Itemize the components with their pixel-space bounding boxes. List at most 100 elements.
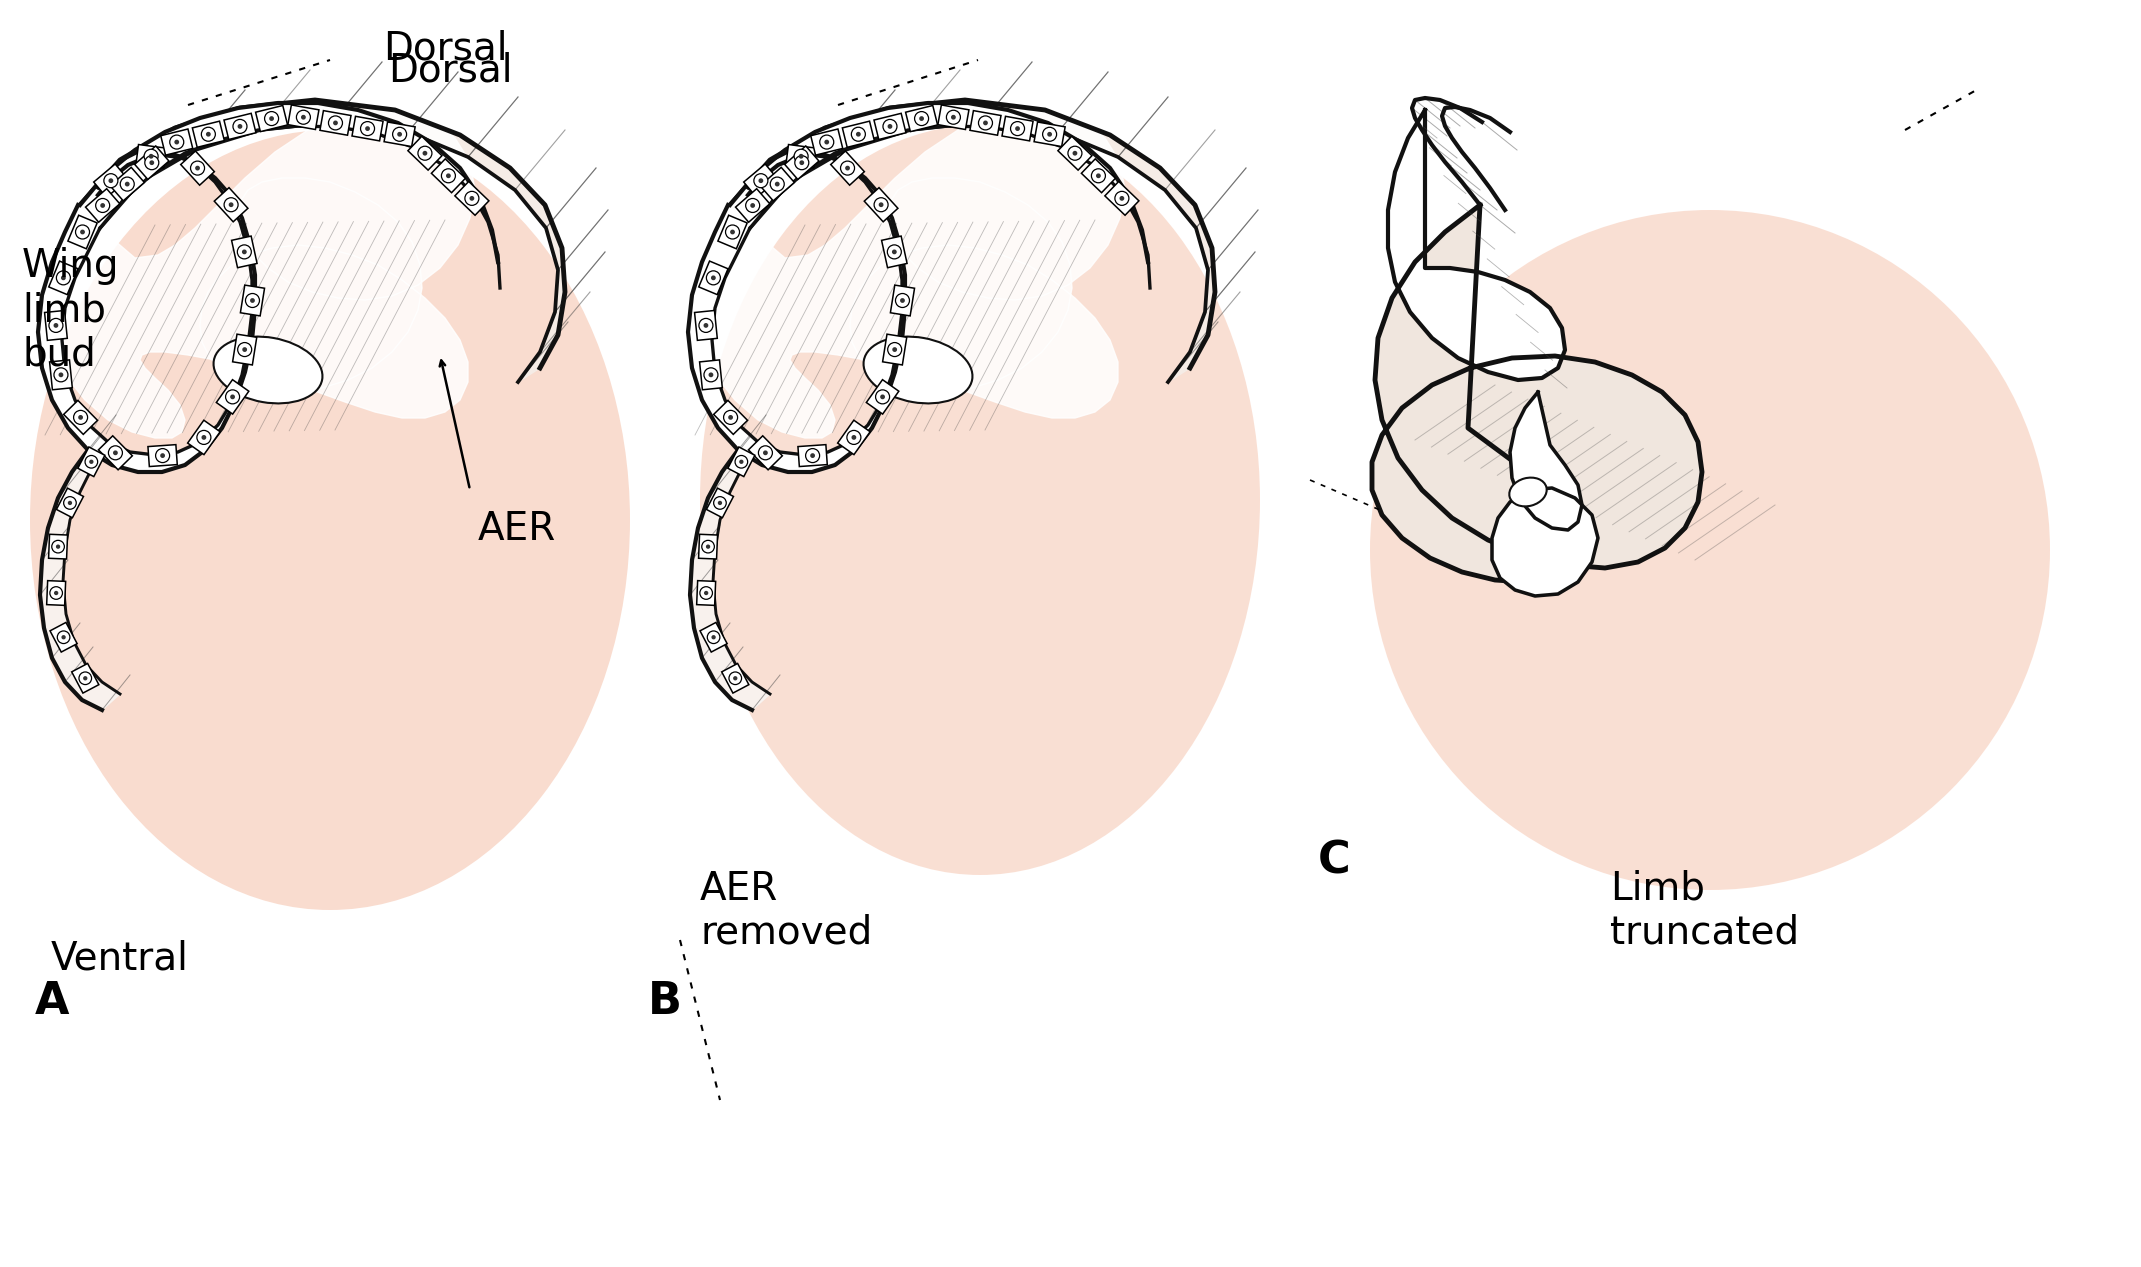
Circle shape [79, 416, 83, 419]
Circle shape [225, 390, 240, 404]
Circle shape [173, 139, 180, 144]
Polygon shape [1372, 205, 1702, 582]
Circle shape [86, 455, 98, 468]
Polygon shape [94, 163, 128, 198]
Circle shape [889, 124, 893, 129]
Polygon shape [713, 400, 747, 435]
Circle shape [392, 127, 407, 142]
Polygon shape [49, 261, 77, 295]
Circle shape [231, 394, 236, 399]
Polygon shape [938, 105, 970, 129]
Polygon shape [69, 215, 96, 248]
Circle shape [704, 323, 709, 328]
Polygon shape [1081, 158, 1115, 193]
Circle shape [886, 245, 901, 258]
Polygon shape [188, 421, 221, 455]
Circle shape [124, 181, 131, 186]
Circle shape [724, 411, 739, 424]
Circle shape [899, 298, 906, 303]
Circle shape [794, 156, 809, 170]
Polygon shape [730, 100, 1214, 381]
Circle shape [880, 394, 884, 399]
Circle shape [250, 298, 255, 303]
Circle shape [698, 318, 713, 332]
Circle shape [54, 323, 58, 328]
Polygon shape [49, 108, 475, 438]
Circle shape [360, 122, 375, 136]
Polygon shape [689, 449, 771, 710]
Circle shape [1047, 132, 1051, 137]
Circle shape [109, 446, 122, 460]
Polygon shape [882, 334, 908, 365]
Circle shape [799, 153, 803, 158]
Circle shape [707, 545, 711, 549]
Circle shape [983, 120, 987, 125]
Text: Ventral: Ventral [51, 940, 188, 978]
Polygon shape [717, 215, 747, 248]
Circle shape [856, 132, 861, 137]
Circle shape [49, 318, 62, 332]
Circle shape [794, 150, 807, 163]
Polygon shape [786, 144, 816, 169]
Circle shape [197, 431, 210, 445]
Polygon shape [135, 144, 167, 169]
Circle shape [105, 174, 118, 188]
Circle shape [754, 174, 769, 188]
Circle shape [233, 119, 246, 133]
Polygon shape [970, 110, 1002, 136]
Polygon shape [454, 181, 488, 215]
Circle shape [946, 110, 961, 124]
Polygon shape [1058, 137, 1092, 170]
Circle shape [238, 245, 250, 258]
Circle shape [109, 179, 113, 184]
Circle shape [201, 435, 206, 440]
Circle shape [749, 203, 756, 208]
Circle shape [398, 132, 403, 137]
Circle shape [878, 203, 884, 207]
Circle shape [730, 229, 734, 234]
Polygon shape [841, 122, 874, 147]
Circle shape [54, 590, 58, 595]
Ellipse shape [1509, 478, 1546, 507]
Circle shape [918, 117, 925, 120]
Circle shape [809, 454, 816, 457]
Polygon shape [41, 449, 120, 710]
Polygon shape [255, 105, 287, 132]
Circle shape [707, 631, 719, 644]
Circle shape [820, 136, 833, 150]
Circle shape [1096, 174, 1100, 179]
Circle shape [465, 191, 480, 205]
Circle shape [148, 153, 154, 158]
Circle shape [1011, 122, 1026, 136]
Polygon shape [148, 445, 178, 466]
Circle shape [889, 342, 901, 356]
Polygon shape [287, 105, 319, 129]
Circle shape [146, 156, 158, 170]
Circle shape [191, 161, 206, 175]
Polygon shape [240, 285, 265, 315]
Circle shape [49, 587, 62, 599]
Polygon shape [882, 236, 908, 267]
Text: Dorsal: Dorsal [383, 30, 507, 68]
Polygon shape [64, 400, 98, 435]
Circle shape [51, 540, 64, 552]
Ellipse shape [214, 337, 323, 403]
Polygon shape [728, 447, 756, 476]
Circle shape [824, 139, 829, 144]
Circle shape [893, 347, 897, 352]
Text: AER
removed: AER removed [700, 870, 871, 952]
Polygon shape [867, 380, 899, 414]
Circle shape [711, 635, 715, 640]
Polygon shape [696, 580, 715, 606]
Circle shape [726, 226, 739, 239]
Circle shape [75, 226, 90, 239]
Polygon shape [49, 360, 73, 390]
Circle shape [469, 196, 475, 200]
Polygon shape [743, 163, 777, 198]
Polygon shape [180, 151, 214, 185]
Polygon shape [214, 188, 248, 222]
Polygon shape [161, 129, 193, 155]
Polygon shape [799, 445, 826, 466]
Polygon shape [231, 236, 257, 267]
Polygon shape [49, 535, 69, 559]
